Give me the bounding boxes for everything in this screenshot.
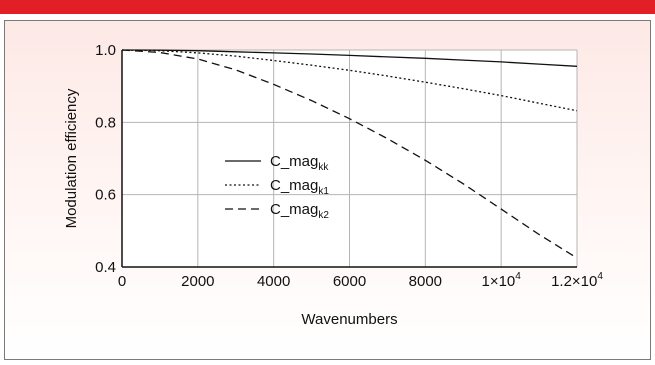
header-color-bar [0, 0, 655, 14]
legend-label-base: C_mag [270, 201, 318, 218]
x-tick-label: 4000 [257, 273, 290, 290]
legend-label-k2: C_magk2 [270, 201, 329, 221]
x-tick-label-exponent: 4 [597, 271, 603, 282]
y-tick-label: 0.4 [95, 259, 116, 276]
y-axis-title: Modulation efficiency [63, 88, 80, 228]
x-tick-label-base: 1.2×10 [551, 273, 597, 290]
legend-label-base: C_mag [270, 177, 318, 194]
x-tick-label: 6000 [333, 273, 366, 290]
line-chart: 0 2000 4000 6000 8000 1×104 1.2×1040.40.60.81.… [63, 42, 603, 328]
x-tick-label: 1.2×104 [551, 271, 603, 290]
legend-label-subscript: kk [318, 162, 329, 173]
series-line-kk [121, 49, 578, 67]
y-tick-label: 0.6 [95, 187, 116, 204]
legend-label-subscript: k1 [318, 186, 329, 197]
x-tick-label: 8000 [409, 273, 442, 290]
y-tick-label: 0.8 [95, 114, 116, 131]
x-tick-label: 2000 [181, 273, 214, 290]
x-tick-label: 0 [118, 273, 126, 290]
legend-label-k1: C_magk1 [270, 177, 329, 197]
x-tick-label: 1×104 [481, 271, 521, 290]
series-line-k2 [121, 49, 578, 259]
y-tick-label: 1.0 [95, 42, 116, 59]
x-tick-label-base: 1×10 [481, 273, 515, 290]
chart-panel: 0 2000 4000 6000 8000 1×104 1.2×104 0.4 0.6 0.8 1.… [4, 20, 651, 360]
x-tick-label-exponent: 4 [515, 271, 521, 282]
legend-label-base: C_mag [270, 153, 318, 170]
legend-label-subscript: k2 [318, 210, 329, 221]
legend-label-kk: C_magkk [270, 153, 329, 173]
x-axis-title: Wavenumbers [301, 311, 397, 328]
